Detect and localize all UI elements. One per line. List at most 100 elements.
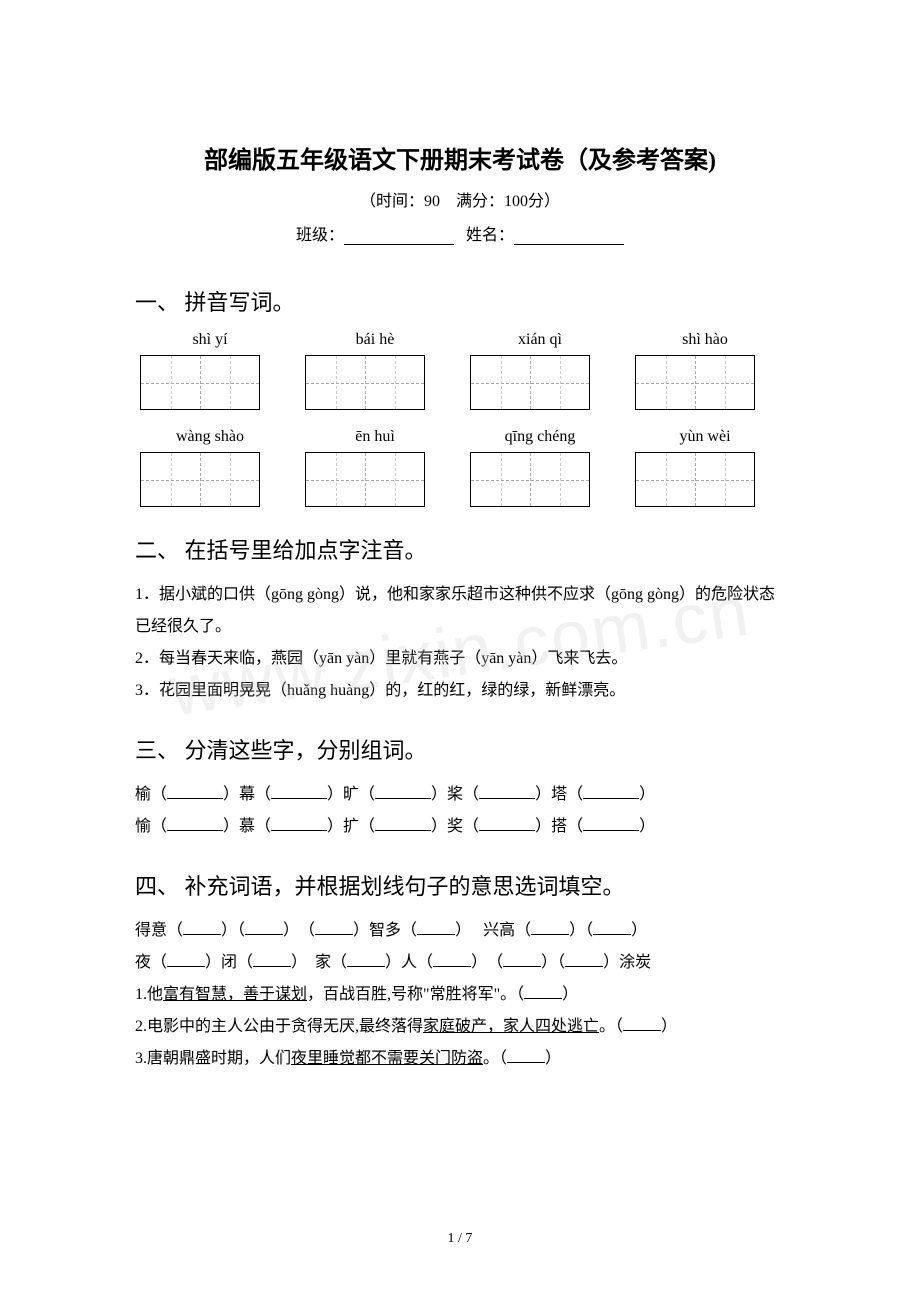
text: ）人（ [385,954,433,971]
pinyin-label: yùn wèi [645,428,765,446]
blank [503,951,541,967]
text: ）搭（ [535,818,583,835]
s2-line1: 1．据小斌的口供（gōng gòng）说，他和家家乐超市这种供不应求（gōng … [135,579,785,643]
text: ） [661,1018,677,1035]
text: ）幕（ [223,786,271,803]
text: ，百战百胜,号称"常胜将军"。（ [307,986,524,1003]
blank [433,951,471,967]
blank [583,783,639,799]
s4-r2: 夜（）闭（） 家（）人（） （）（）涂炭 [135,947,785,979]
text: ） [639,786,655,803]
text: ）闭（ [205,954,253,971]
blank [271,815,327,831]
text: 。（ [483,1050,507,1067]
text: 榆（ [135,786,167,803]
text: ） [631,922,647,939]
doc-title: 部编版五年级语文下册期末考试卷（及参考答案) [135,140,785,175]
text: 得意（ [135,922,183,939]
char-box [635,355,755,410]
char-box [140,452,260,507]
text: ） 兴高（ [455,922,531,939]
text: 愉（ [135,818,167,835]
underline-text: 富有智慧，善于谋划 [163,986,307,1003]
underline-text: 夜里睡觉都不需要关门防盗 [291,1050,483,1067]
section1-heading: 一、 拼音写词。 [135,285,785,317]
char-box [305,355,425,410]
text: ）旷（ [327,786,375,803]
text: ）（ [569,922,593,939]
blank [167,951,205,967]
pinyin-label: shì yí [150,331,270,349]
text: ）（ [541,954,565,971]
class-blank [344,227,454,245]
blank [375,815,431,831]
s3-row1: 榆（）幕（）旷（）桨（）塔（） [135,779,785,811]
s4-q1: 1.他富有智慧，善于谋划，百战百胜,号称"常胜将军"。（ ） [135,979,785,1011]
blank [531,919,569,935]
char-box [140,355,260,410]
page-number: 1 / 7 [0,1231,920,1247]
char-box [470,452,590,507]
blank [167,783,223,799]
blank [271,783,327,799]
blank [253,951,291,967]
blank [315,919,353,935]
blank [593,919,631,935]
blank [583,815,639,831]
blank [479,815,535,831]
blank [245,919,283,935]
text: ）扩（ [327,818,375,835]
blank [479,783,535,799]
s4-q3: 3.唐朝鼎盛时期，人们夜里睡觉都不需要关门防盗。（） [135,1043,785,1075]
section2-heading: 二、 在括号里给加点字注音。 [135,533,785,565]
blank [417,919,455,935]
pinyin-label: qīng chéng [480,428,600,446]
blank [507,1047,545,1063]
char-box [470,355,590,410]
text: ）奖（ [431,818,479,835]
text: ）塔（ [535,786,583,803]
pinyin-label: shì hào [645,331,765,349]
box-row-2 [140,452,785,507]
text: ）慕（ [223,818,271,835]
doc-subtitle: （时间：90 满分：100分） [135,187,785,211]
blank [347,951,385,967]
pinyin-label: ēn huì [315,428,435,446]
s4-q2: 2.电影中的主人公由于贪得无厌,最终落得家庭破产，家人四处逃亡。（ ） [135,1011,785,1043]
char-box [305,452,425,507]
class-label: 班级： [296,227,344,244]
s4-r1: 得意（ ）（ ） （ ）智多（ ） 兴高（ ）（ ） [135,915,785,947]
text: 。（ [599,1018,623,1035]
underline-text: 家庭破产，家人四处逃亡 [423,1018,599,1035]
pinyin-row-2: wàng shào ēn huì qīng chéng yùn wèi [150,428,785,446]
text: ） [562,986,578,1003]
blank [623,1015,661,1031]
text: ） 家（ [291,954,347,971]
text: 夜（ [135,954,167,971]
s2-line2: 2．每当春天来临，燕园（yān yàn）里就有燕子（yān yàn）飞来飞去。 [135,643,785,675]
section3-heading: 三、 分清这些字，分别组词。 [135,733,785,765]
text: 1.他 [135,986,163,1003]
text: 2.电影中的主人公由于贪得无厌,最终落得 [135,1018,423,1035]
text: ） （ [283,922,315,939]
pinyin-row-1: shì yí bái hè xián qì shì hào [150,331,785,349]
blank [183,919,221,935]
pinyin-label: xián qì [480,331,600,349]
text: ）智多（ [353,922,417,939]
s3-row2: 愉（ ）慕（ ）扩（ ）奖（ ）搭（ ） [135,811,785,843]
section4-heading: 四、 补充词语，并根据划线句子的意思选词填空。 [135,869,785,901]
text: 3.唐朝鼎盛时期，人们 [135,1050,291,1067]
pinyin-label: bái hè [315,331,435,349]
box-row-1 [140,355,785,410]
char-box [635,452,755,507]
text: ）（ [221,922,245,939]
text: ） [639,818,655,835]
name-blank [514,227,624,245]
blank [565,951,603,967]
pinyin-label: wàng shào [150,428,270,446]
text: ）涂炭 [603,954,651,971]
blank [375,783,431,799]
blank [524,983,562,999]
blank [167,815,223,831]
name-label: 姓名： [466,227,514,244]
